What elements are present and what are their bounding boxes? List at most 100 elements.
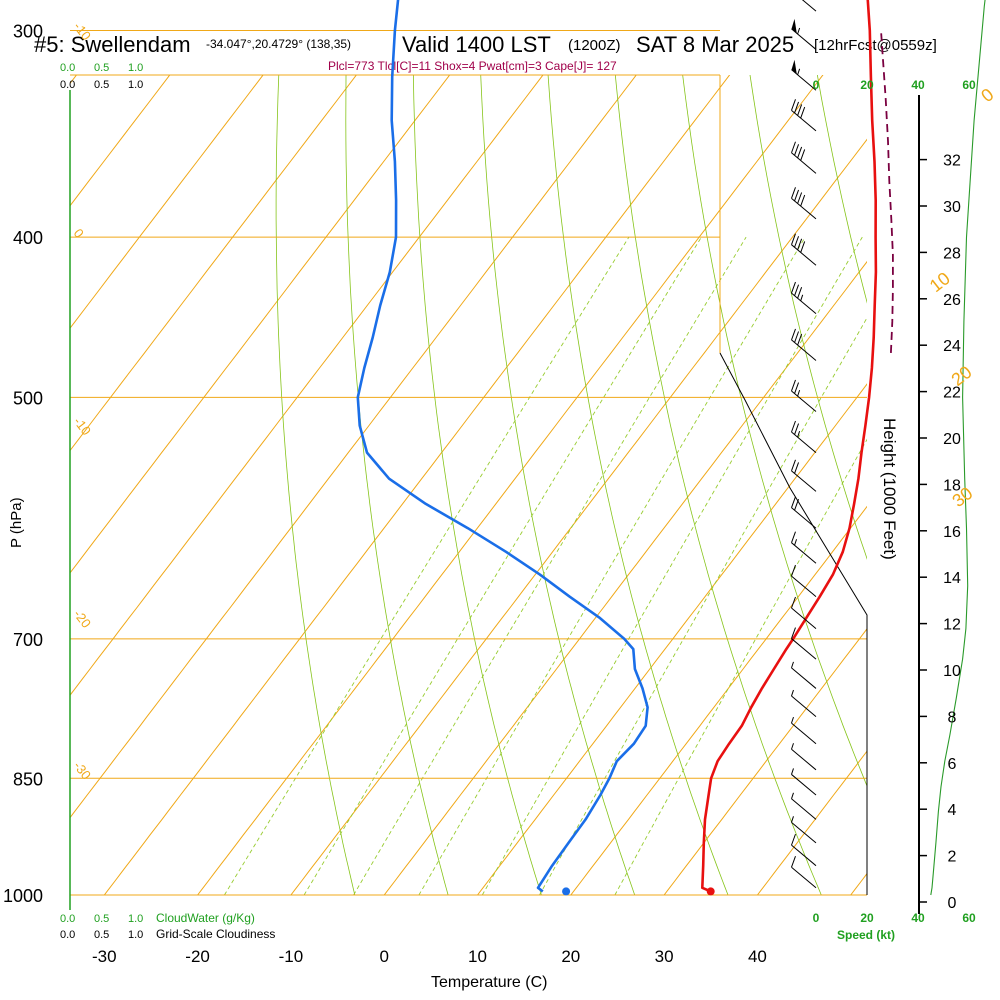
dry-adiabat-290 <box>412 75 542 895</box>
height-profile <box>930 0 986 896</box>
cloud-bottom-tick-2: 1.0 <box>128 913 143 925</box>
temp-tick-20: 20 <box>561 947 580 966</box>
wind-barb-570 <box>791 459 817 492</box>
x-axis-title: Temperature (C) <box>431 974 547 991</box>
height-tick-30: 30 <box>943 199 961 216</box>
height-tick-0: 0 <box>948 895 957 912</box>
isotherm-40 <box>757 750 867 895</box>
left-isotherm-label-3: -20 <box>71 607 94 631</box>
height-tick-10: 10 <box>943 663 961 680</box>
isotherm-10 <box>477 383 867 895</box>
speed-axis-title: Speed (kt) <box>837 928 895 942</box>
isotherm--20 <box>197 75 824 895</box>
dewpoint-trace <box>356 0 649 893</box>
wind-barb-600 <box>791 496 817 529</box>
isotherm--40 <box>70 75 637 819</box>
isotherm-30 <box>663 628 867 895</box>
wind-barb-930 <box>791 816 817 844</box>
wind-barb-308 <box>791 18 817 50</box>
dry-adiabat-280 <box>345 75 449 895</box>
speed-bottom-tick-0: 0 <box>813 911 820 925</box>
station-title: #5: Swellendam <box>34 32 191 57</box>
mixing-ratio-label-3: 3 <box>348 897 364 912</box>
height-tick-8: 8 <box>948 709 957 726</box>
height-tick-26: 26 <box>943 292 961 309</box>
parcel-trace <box>880 30 894 353</box>
wind-barb-475 <box>791 328 817 361</box>
height-curve <box>930 0 986 896</box>
isotherm--50 <box>70 75 544 697</box>
dry-adiabat-330 <box>682 75 867 788</box>
cloudiness-label: Grid-Scale Cloudiness <box>156 927 275 941</box>
dry-adiabat-lines <box>275 0 1000 895</box>
stability-indices: Plcl=773 Tlcl[C]=11 Shox=4 Pwat[cm]=3 Ca… <box>328 59 617 73</box>
mixing-ratio-label-20: 20 <box>607 894 628 914</box>
isotherm--80 <box>70 75 264 330</box>
speed-bottom-tick-40: 40 <box>911 911 925 925</box>
cloud-top-tick-2b: 1.0 <box>128 79 143 91</box>
height-tick-24: 24 <box>943 338 961 355</box>
wind-barb-660 <box>791 564 817 598</box>
temp-tick--10: -10 <box>279 947 304 966</box>
mixing-ratio-3 <box>353 236 747 895</box>
mixing-ratio-20 <box>614 438 867 895</box>
height-tick-22: 22 <box>943 385 961 402</box>
isotherm-lines <box>70 75 867 895</box>
height-tick-20: 20 <box>943 431 961 448</box>
sounding-traces <box>356 0 894 896</box>
dry-adiabat-360 <box>855 0 1000 895</box>
isobar-lines: 2503004005007008501000 <box>3 22 867 906</box>
height-tick-14: 14 <box>943 570 961 587</box>
wind-barbs <box>791 0 817 889</box>
isotherm--90 <box>70 75 171 207</box>
wind-barb-540 <box>791 420 817 453</box>
wind-barb-990 <box>791 856 817 889</box>
height-tick-6: 6 <box>948 756 957 773</box>
cloud-top-tick-1b: 0.5 <box>94 79 109 91</box>
height-tick-32: 32 <box>943 153 961 170</box>
terrain-boundary <box>719 352 868 895</box>
forecast-run: [12hrFcst@0559z] <box>814 37 937 54</box>
cloud-bottom-tick-2b: 1.0 <box>128 929 143 941</box>
wind-barb-840 <box>791 743 817 771</box>
wind-barb-390 <box>791 187 817 220</box>
height-tick-4: 4 <box>948 802 957 819</box>
left-isotherm-label-4: -30 <box>71 758 94 782</box>
wind-barb-750 <box>791 661 817 689</box>
height-axis-title: Height (1000 Feet) <box>880 418 899 560</box>
wind-barb-416 <box>791 233 817 266</box>
cloud-bottom-tick-0b: 0.0 <box>60 929 75 941</box>
pressure-tick-400: 400 <box>13 228 43 248</box>
temp-tick--20: -20 <box>185 947 210 966</box>
pressure-tick-850: 850 <box>13 769 43 789</box>
wind-barb-900 <box>791 792 817 820</box>
wind-barb-960 <box>791 833 817 867</box>
temp-tick-30: 30 <box>655 947 674 966</box>
speed-top-tick-60: 60 <box>962 78 976 92</box>
surface-dewpoint-marker <box>562 887 571 896</box>
height-tick-16: 16 <box>943 524 961 541</box>
isotherm--100 <box>70 75 78 85</box>
cloud-top-tick-0b: 0.0 <box>60 79 75 91</box>
mixing-ratio-label-5: 5 <box>413 897 429 912</box>
valid-time: Valid 1400 LST <box>402 32 551 57</box>
wind-barb-810 <box>791 716 817 745</box>
cloud-bottom-tick-0: 0.0 <box>60 913 75 925</box>
forecast-date: SAT 8 Mar 2025 <box>636 32 794 57</box>
dry-adiabat-350 <box>816 75 867 304</box>
cloud-top-tick-0: 0.0 <box>60 62 75 74</box>
mixing-ratio-label-12: 12 <box>532 894 553 914</box>
wind-barb-366 <box>791 141 817 174</box>
pressure-tick-1000: 1000 <box>3 886 43 906</box>
isotherm-0 <box>383 260 867 895</box>
cloud-water-label: CloudWater (g/Kg) <box>156 911 255 925</box>
mixing-ratio-label-8: 8 <box>477 897 493 912</box>
speed-bottom-tick-20: 20 <box>860 911 874 925</box>
temperature-trace <box>700 0 878 893</box>
dry-adiabat-310 <box>547 75 729 895</box>
wind-barb-780 <box>791 689 817 717</box>
wind-barb-690 <box>791 596 817 629</box>
height-tick-12: 12 <box>943 617 961 634</box>
